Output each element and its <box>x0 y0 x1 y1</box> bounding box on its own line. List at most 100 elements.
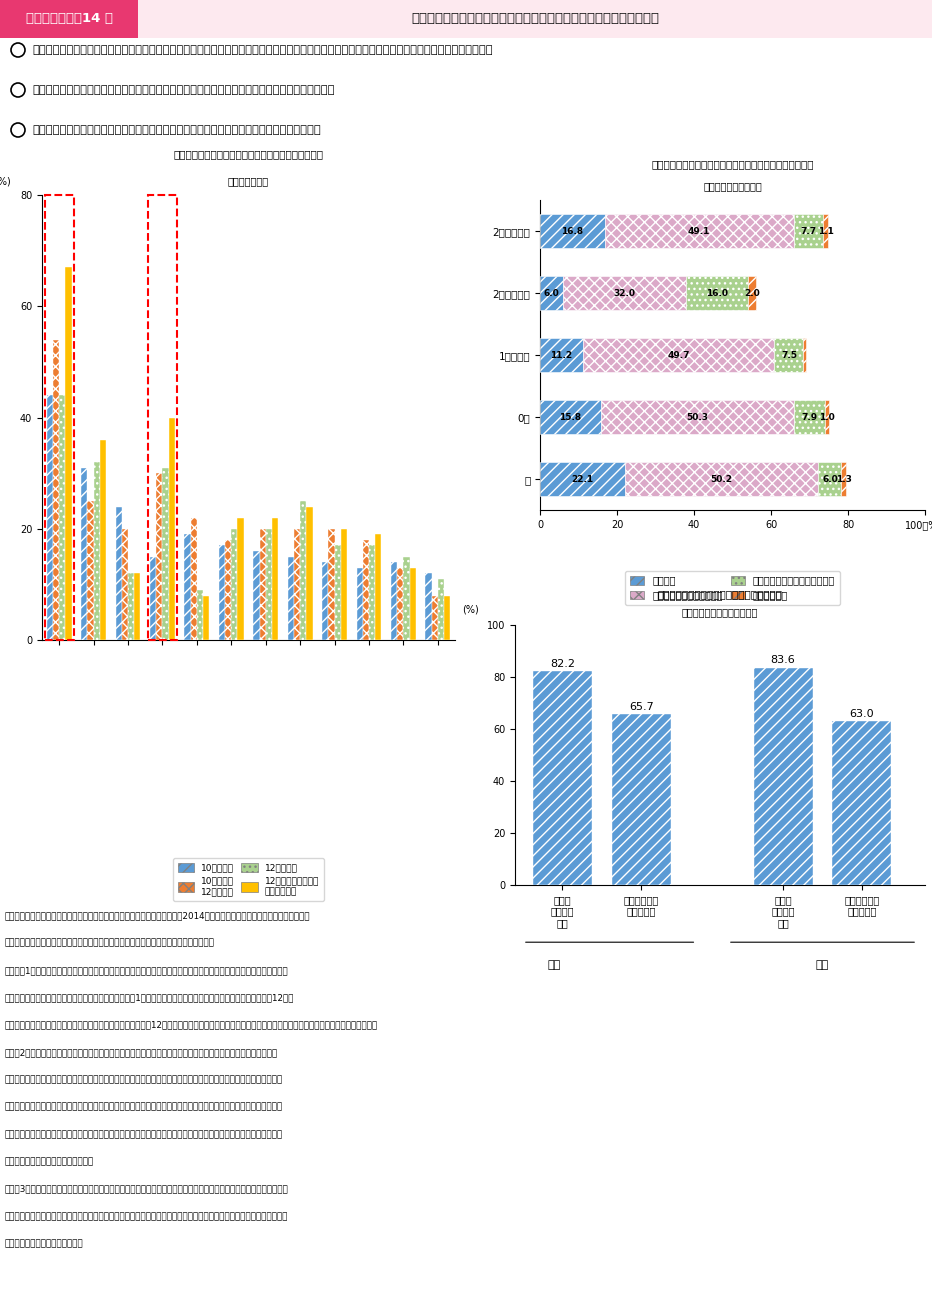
Text: 答した者の割合を、平日１日の家事・育児時間別にみたもの（男性調査）。割合は、話合いをしていない方: 答した者の割合を、平日１日の家事・育児時間別にみたもの（男性調査）。割合は、話合… <box>5 1130 283 1139</box>
Bar <box>842 462 846 497</box>
Bar <box>47 396 53 640</box>
Text: 1.1: 1.1 <box>817 226 833 235</box>
Bar <box>540 337 583 372</box>
Bar <box>138 0 932 37</box>
Text: ように感じましたか。夫婦の適切な役割分担について、あなたは納得しましたか。」という質問に対して回: ように感じましたか。夫婦の適切な役割分担について、あなたは納得しましたか。」とい… <box>5 1103 283 1112</box>
Bar <box>197 590 203 640</box>
Text: 50.2: 50.2 <box>711 475 733 484</box>
Bar <box>134 573 141 640</box>
Bar <box>438 579 444 640</box>
Text: 夫婦の役割分担に関する話合いの納得度（男性・正社員）: 夫婦の役割分担に関する話合いの納得度（男性・正社員） <box>651 159 814 169</box>
Bar <box>60 396 65 640</box>
Bar <box>191 517 197 640</box>
Bar <box>81 468 88 640</box>
Text: 以上で不満を感じている者」は、１日の労働時間が12時間以上の者のうち、現在の労働時間について「やや不満」「不満」と回答した者を指す。: 以上で不満を感じている者」は、１日の労働時間が12時間以上の者のうち、現在の労働… <box>5 1020 378 1029</box>
Bar <box>335 546 341 640</box>
Text: と回答した者の割合。: と回答した者の割合。 <box>5 1240 84 1249</box>
Text: 働きながら育児・介護をする人への協力状況: 働きながら育児・介護をする人への協力状況 <box>657 590 783 599</box>
Text: 63.0: 63.0 <box>850 709 874 719</box>
Bar <box>794 400 825 434</box>
Text: 家事・育児参画と夫婦間の役割分担・子育てや介護をする人への協力: 家事・育児参画と夫婦間の役割分担・子育てや介護をする人への協力 <box>411 13 659 26</box>
Bar <box>157 473 162 640</box>
Text: の就業継続についてなど、何らかの話合いをした方に対して「あなたは、話合いの内容や結果についてどの: の就業継続についてなど、何らかの話合いをした方に対して「あなたは、話合いの内容や… <box>5 1076 283 1085</box>
Legend: 10時間未満, 10時間以上
12時間未満, 12時間以上, 12時間以上で不満を
感じている者: 10時間未満, 10時間以上 12時間未満, 12時間以上, 12時間以上で不満… <box>173 859 323 901</box>
Text: （家事・育児時間別）: （家事・育児時間別） <box>703 181 761 190</box>
Text: 83.6: 83.6 <box>771 656 795 665</box>
Bar <box>397 568 404 640</box>
Bar <box>818 462 842 497</box>
Text: 32.0: 32.0 <box>613 288 636 297</box>
Bar <box>259 529 266 640</box>
Bar <box>540 462 625 497</box>
Text: 回勤労生活に関する調査」をもとに厚生労働省労働政策担当参事官室にて作成: 回勤労生活に関する調査」をもとに厚生労働省労働政策担当参事官室にて作成 <box>5 939 215 948</box>
Bar <box>266 529 272 640</box>
Bar <box>0 0 138 37</box>
Bar <box>162 468 169 640</box>
Bar <box>231 529 238 640</box>
Bar <box>823 213 828 248</box>
Bar <box>203 596 210 640</box>
Bar <box>116 507 122 640</box>
Text: 50.3: 50.3 <box>687 412 708 422</box>
Bar <box>341 529 347 640</box>
Bar <box>404 556 409 640</box>
Bar <box>601 400 794 434</box>
Legend: そう思う, どちらかといえばそう思う, どちらかといえばそう思わない, そう思わない: そう思う, どちらかといえばそう思う, どちらかといえばそう思わない, そう思わ… <box>625 570 840 605</box>
Text: 第３－（２）－14 図: 第３－（２）－14 図 <box>25 13 113 26</box>
Text: 49.7: 49.7 <box>667 350 690 359</box>
Text: 護）をする近隣の人を、手助けをしたいか」という質問に対し、「そう思う」「どちらかといえばそう思う」: 護）をする近隣の人を、手助けをしたいか」という質問に対し、「そう思う」「どちらか… <box>5 1212 289 1221</box>
Text: 3）右下図は、「職場に子育て（介護）をする同僚がいたら、仕事の面で協力したいか」「働きながら子育て（介: 3）右下図は、「職場に子育て（介護）をする同僚がいたら、仕事の面で協力したいか」… <box>5 1184 289 1193</box>
Bar <box>583 337 774 372</box>
Text: 介護: 介護 <box>816 961 829 971</box>
Bar <box>540 213 605 248</box>
Text: 6.0: 6.0 <box>822 475 838 484</box>
Bar <box>238 517 243 640</box>
Text: 82.2: 82.2 <box>550 658 575 668</box>
Bar <box>425 573 432 640</box>
Text: 16.0: 16.0 <box>706 288 728 297</box>
Bar <box>686 275 747 310</box>
Text: 11.2: 11.2 <box>551 350 572 359</box>
Text: 7.9: 7.9 <box>802 412 817 422</box>
Bar <box>625 462 818 497</box>
Bar <box>774 337 803 372</box>
Text: 65.7: 65.7 <box>629 702 653 711</box>
Bar <box>533 671 592 884</box>
Text: 2）右上図は、第１子の誕生（妊娠）が分かってから１歳になるまでの間に家事の分担や育児の分担、配偶者: 2）右上図は、第１子の誕生（妊娠）が分かってから１歳になるまでの間に家事の分担や… <box>5 1047 279 1056</box>
Bar <box>832 721 892 884</box>
Bar <box>150 556 157 640</box>
Text: （注）　1）左図は、「あなたが平日の家事・育児を今まで以上にするために何が必要だと思いますか。」という質問に: （注） 1）左図は、「あなたが平日の家事・育児を今まで以上にするために何が必要だ… <box>5 966 289 975</box>
Bar <box>794 213 823 248</box>
Bar <box>169 418 175 640</box>
Bar <box>148 195 177 640</box>
Bar <box>128 573 134 640</box>
Bar <box>300 500 307 640</box>
Text: (%): (%) <box>461 605 478 614</box>
Bar <box>391 562 397 640</box>
Text: 16.8: 16.8 <box>561 226 583 235</box>
Text: （労働時間別）: （労働時間別） <box>228 176 269 186</box>
Bar <box>93 462 100 640</box>
Bar <box>563 275 686 310</box>
Bar <box>88 500 93 640</box>
Bar <box>753 667 813 884</box>
Bar <box>288 556 294 640</box>
Bar <box>611 714 671 884</box>
Text: 2.0: 2.0 <box>744 288 760 297</box>
Text: 育児: 育児 <box>548 961 561 971</box>
Text: 1.0: 1.0 <box>819 412 835 422</box>
Bar <box>409 568 416 640</box>
Text: 家事・育児参画に必要と考えること（男性・正社員）: 家事・育児参画に必要と考えること（男性・正社員） <box>173 150 323 159</box>
Text: 7.5: 7.5 <box>781 350 797 359</box>
Text: 1.3: 1.3 <box>836 475 852 484</box>
Text: （手助けしたいと思う割合）: （手助けしたいと思う割合） <box>682 608 759 617</box>
Bar <box>219 546 226 640</box>
Bar <box>272 517 278 640</box>
Bar <box>328 529 335 640</box>
Bar <box>307 507 312 640</box>
Text: 49.1: 49.1 <box>688 226 710 235</box>
Bar <box>540 275 563 310</box>
Text: 15.8: 15.8 <box>559 412 582 422</box>
Bar <box>747 275 756 310</box>
Bar <box>226 540 231 640</box>
